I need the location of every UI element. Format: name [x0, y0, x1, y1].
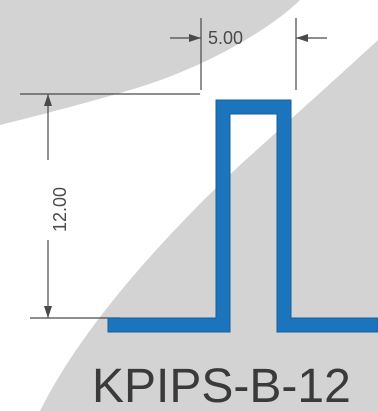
height-arrowhead-bottom	[44, 306, 52, 318]
part-number-label: KPIPS-B-12	[92, 360, 351, 411]
width-arrowhead-left	[189, 34, 201, 42]
height-dimension-label: 12.00	[50, 187, 70, 232]
height-dimension	[20, 93, 200, 319]
width-dimension	[170, 18, 327, 90]
height-arrowhead-top	[44, 94, 52, 106]
width-dimension-label: 5.00	[208, 28, 243, 48]
profile-shape	[107, 99, 378, 333]
width-arrowhead-right	[296, 34, 308, 42]
